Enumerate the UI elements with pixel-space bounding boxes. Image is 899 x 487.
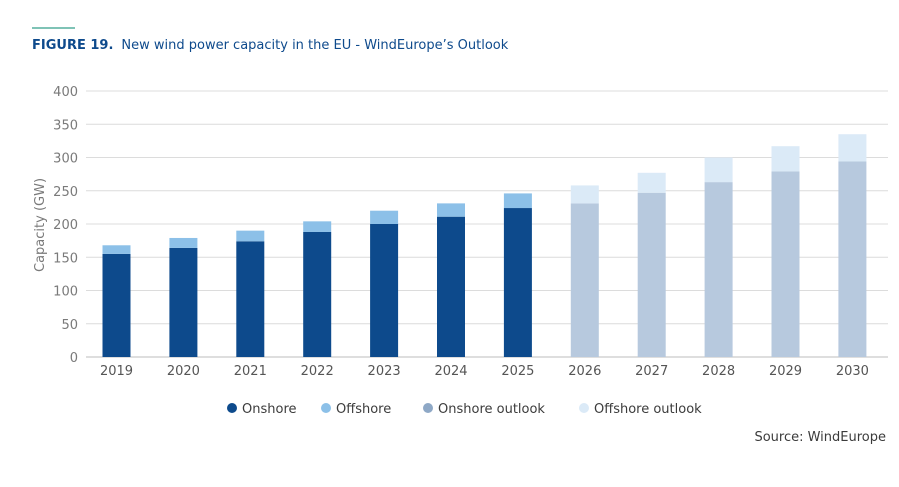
x-tick-label: 2021 xyxy=(234,364,267,379)
bar-onshore-2025 xyxy=(503,208,532,357)
bar-offshore-outlook-2027 xyxy=(637,172,666,193)
bar-onshore-2019 xyxy=(102,253,131,357)
bar-offshore-2020 xyxy=(169,237,198,248)
y-axis-label: Capacity (GW) xyxy=(33,178,48,272)
bar-offshore-2019 xyxy=(102,245,131,254)
x-tick-label: 2020 xyxy=(167,364,200,379)
bar-onshore-outlook-2026 xyxy=(570,203,599,357)
bar-offshore-outlook-2028 xyxy=(704,157,733,183)
x-tick-label: 2025 xyxy=(501,364,534,379)
legend-marker xyxy=(321,403,331,413)
y-tick-label: 0 xyxy=(70,351,78,366)
x-tick-labels: 2019 2020 2021 2022 2023 2024 2025 2026 2027 2028… xyxy=(100,364,869,379)
bar-onshore-2023 xyxy=(370,224,399,357)
grid-lines xyxy=(86,90,888,358)
bar-onshore-2022 xyxy=(303,231,332,357)
bar-onshore-outlook-2029 xyxy=(771,171,800,357)
y-tick-label: 250 xyxy=(53,185,78,200)
bar-offshore-2025 xyxy=(503,193,532,209)
x-tick-label: 2024 xyxy=(434,364,467,379)
figure-title-text: New wind power capacity in the EU - Wind… xyxy=(121,38,509,53)
source-note: Source: WindEurope xyxy=(754,430,886,445)
y-tick-label: 150 xyxy=(53,251,78,266)
legend-label: Onshore outlook xyxy=(438,402,545,417)
bar-offshore-2021 xyxy=(236,230,265,242)
x-tick-label: 2027 xyxy=(635,364,668,379)
legend-label: Offshore outlook xyxy=(594,402,702,417)
bar-onshore-outlook-2030 xyxy=(838,161,867,357)
bar-offshore-outlook-2026 xyxy=(570,185,599,204)
y-tick-label: 50 xyxy=(61,318,78,333)
bar-onshore-2024 xyxy=(437,216,465,357)
legend-marker xyxy=(423,403,433,413)
x-tick-label: 2028 xyxy=(702,364,735,379)
y-tick-label: 300 xyxy=(53,152,78,167)
x-tick-label: 2019 xyxy=(100,364,133,379)
legend-label: Offshore xyxy=(336,402,391,417)
bar-offshore-2023 xyxy=(370,210,399,224)
bar-onshore-2021 xyxy=(236,241,265,357)
legend-label: Onshore xyxy=(242,402,297,417)
y-tick-label: 400 xyxy=(53,85,78,100)
x-tick-label: 2029 xyxy=(769,364,802,379)
legend-marker xyxy=(227,403,237,413)
x-tick-label: 2030 xyxy=(836,364,869,379)
legend: Onshore Offshore Onshore outlook Offshore o… xyxy=(227,402,702,417)
top-accent-rule xyxy=(32,27,75,29)
bar-offshore-2024 xyxy=(437,203,465,217)
bar-onshore-outlook-2027 xyxy=(637,192,666,357)
x-tick-label: 2026 xyxy=(568,364,601,379)
y-tick-label: 350 xyxy=(53,118,78,133)
bar-offshore-2022 xyxy=(303,221,332,232)
y-tick-labels: 0 50 100 150 200 250 300 350 400 xyxy=(53,85,78,366)
bar-onshore-outlook-2028 xyxy=(704,182,733,357)
figure-label: FIGURE 19. xyxy=(32,38,114,53)
x-tick-label: 2022 xyxy=(301,364,334,379)
y-tick-label: 200 xyxy=(53,218,78,233)
legend-marker xyxy=(579,403,589,413)
bar-offshore-outlook-2030 xyxy=(838,134,867,162)
bar-offshore-outlook-2029 xyxy=(771,146,800,172)
y-tick-label: 100 xyxy=(53,285,78,300)
bars xyxy=(102,134,867,357)
x-tick-label: 2023 xyxy=(368,364,401,379)
figure-title: FIGURE 19. New wind power capacity in the… xyxy=(32,38,508,53)
bar-onshore-2020 xyxy=(169,247,198,357)
